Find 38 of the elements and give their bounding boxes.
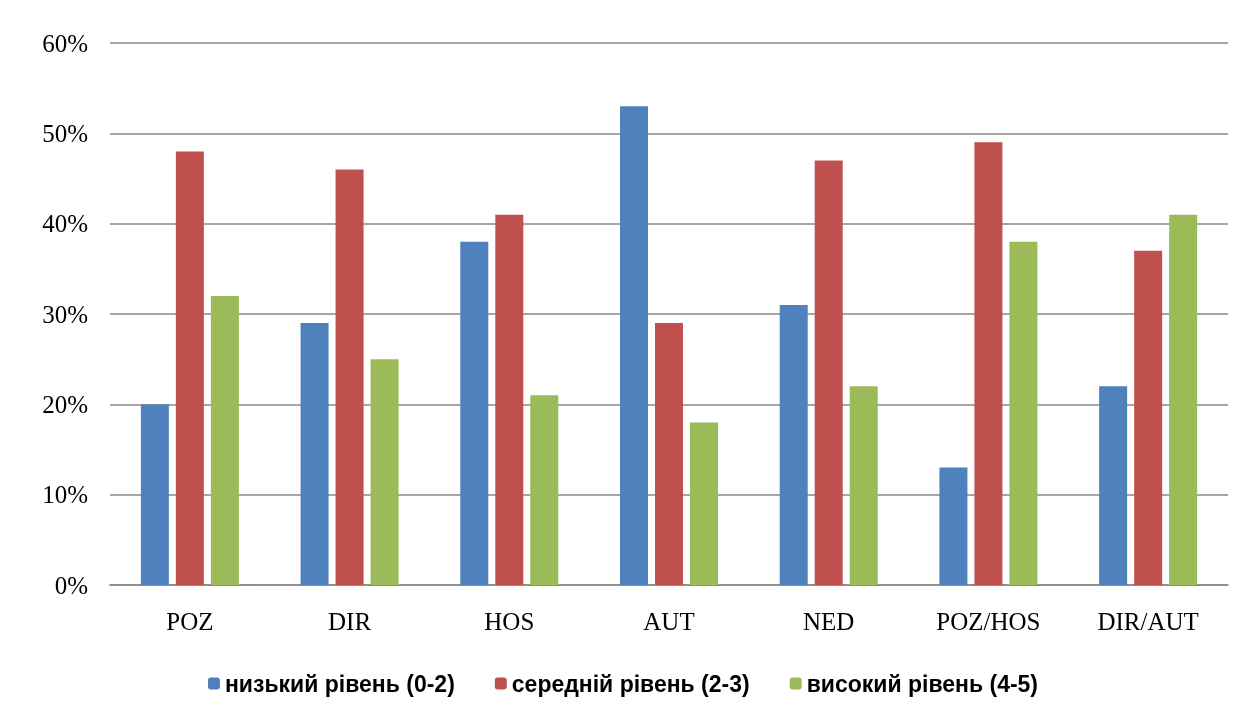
- bar: [370, 359, 399, 585]
- y-tick-label: 0%: [54, 571, 88, 599]
- x-tick-label: NED: [803, 608, 855, 635]
- y-tick-label: 30%: [42, 300, 88, 328]
- bar: [300, 323, 329, 585]
- legend-label: високий рівень (4-5): [806, 670, 1039, 697]
- x-tick-label: DIR: [328, 608, 372, 635]
- y-tick-label: 20%: [42, 390, 88, 418]
- x-tick-label: HOS: [484, 608, 535, 635]
- bar: [974, 142, 1003, 585]
- bar: [1134, 250, 1163, 585]
- bar: [335, 169, 364, 585]
- bar: [655, 323, 683, 585]
- legend-label: середній рівень (2-3): [511, 670, 750, 697]
- bar: [814, 160, 843, 585]
- legend-label: низький рівень (0-2): [224, 670, 455, 697]
- y-tick-label: 10%: [42, 481, 88, 509]
- bar: [210, 295, 239, 585]
- bar: [1009, 241, 1038, 585]
- x-tick-label: POZ: [166, 608, 214, 635]
- y-tick-label: 50%: [42, 119, 88, 147]
- y-tick-label: 40%: [42, 210, 88, 238]
- bar: [690, 422, 718, 585]
- y-tick-label: 60%: [42, 29, 88, 57]
- bar: [939, 467, 968, 585]
- x-tick-label: POZ/HOS: [936, 608, 1041, 635]
- bar: [530, 395, 559, 585]
- bar: [1099, 386, 1128, 585]
- bar: [849, 386, 878, 585]
- bar: [1169, 214, 1198, 585]
- bar: [175, 151, 204, 585]
- bar: [779, 304, 808, 585]
- x-tick-label: DIR/AUT: [1097, 608, 1199, 635]
- bar: [460, 241, 489, 585]
- bar: [495, 214, 524, 585]
- bar: [620, 106, 648, 585]
- x-tick-label: AUT: [643, 608, 695, 635]
- bar: [140, 404, 169, 585]
